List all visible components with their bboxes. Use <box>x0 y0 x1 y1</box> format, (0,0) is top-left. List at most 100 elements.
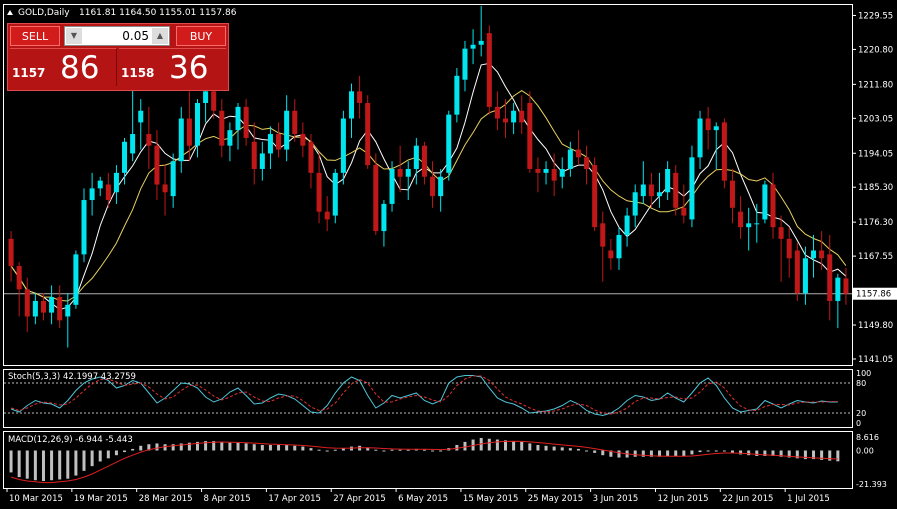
main-panel-border <box>3 4 853 366</box>
candle-body <box>502 118 509 123</box>
macd-histogram-bar <box>260 445 264 451</box>
candle-body <box>57 297 63 321</box>
candle-body <box>89 188 95 201</box>
candle <box>535 157 541 193</box>
lot-decrease-icon[interactable]: ▼ <box>66 28 82 44</box>
candle <box>559 157 565 189</box>
macd-histogram-bar <box>674 450 678 456</box>
candle-body <box>251 141 257 169</box>
candle-body <box>551 168 557 181</box>
candle <box>219 99 225 158</box>
macd-axis-label: 0.00 <box>856 446 874 455</box>
macd-histogram-bar <box>795 450 799 459</box>
stoch-label: Stoch(5,3,3) 42.1997 43.2759 <box>8 372 136 382</box>
candle-body <box>673 172 679 208</box>
candle-body <box>478 40 484 45</box>
macd-histogram-bar <box>82 450 86 471</box>
candle <box>73 250 79 309</box>
macd-histogram-bar <box>739 450 743 455</box>
candle-body <box>421 145 427 177</box>
candle-body <box>413 145 419 169</box>
sell-price-button[interactable]: 1157 86 <box>10 48 117 86</box>
macd-histogram-bar <box>236 442 240 451</box>
candle-body <box>511 110 517 123</box>
candle-body <box>397 168 403 177</box>
macd-histogram-bar <box>58 450 62 480</box>
ohlc-values: 1161.81 1164.50 1155.01 1157.86 <box>79 8 237 18</box>
candle-body <box>219 110 225 146</box>
candle <box>316 153 322 224</box>
candle <box>843 267 849 305</box>
buy-price-prefix: 1158 <box>121 66 155 80</box>
candle-body <box>340 118 346 173</box>
macd-histogram-bar <box>617 450 621 458</box>
sell-button[interactable]: SELL <box>10 26 60 46</box>
candle <box>786 227 792 278</box>
candle <box>430 161 436 208</box>
candle <box>713 122 719 169</box>
candle <box>365 95 371 169</box>
candle <box>259 141 265 181</box>
macd-signal-line <box>10 440 838 484</box>
time-tick-label: 10 Mar 2015 <box>9 494 63 504</box>
candle-body <box>754 223 760 225</box>
candle <box>551 153 557 197</box>
candle <box>138 99 144 150</box>
candle <box>300 122 306 158</box>
candle-body <box>276 134 282 150</box>
lot-size-input[interactable]: ▼ 0.05 ▲ <box>64 26 170 46</box>
buy-button[interactable]: BUY <box>176 26 226 46</box>
buy-price-button[interactable]: 1158 36 <box>119 48 226 86</box>
candle-body <box>65 304 71 317</box>
macd-histogram-bar <box>836 450 840 462</box>
candle <box>284 95 290 162</box>
candle <box>438 168 444 212</box>
macd-histogram-bar <box>576 448 580 451</box>
price-tick-label: 1185.30 <box>858 183 893 193</box>
collapse-triangle-icon[interactable] <box>7 10 13 15</box>
macd-histogram-bar <box>520 441 524 451</box>
candle <box>308 134 314 189</box>
candle <box>486 25 492 115</box>
macd-histogram-bar <box>17 450 21 478</box>
candle-body <box>584 157 590 169</box>
macd-histogram-bar <box>374 449 378 451</box>
candle <box>227 122 233 162</box>
candle-body <box>308 141 314 173</box>
time-tick-label: 15 May 2015 <box>463 494 518 504</box>
candle <box>340 110 346 185</box>
macd-histogram-bar <box>585 450 589 452</box>
macd-histogram-bar <box>706 450 710 452</box>
macd-histogram-bar <box>139 445 143 451</box>
candle <box>251 122 257 185</box>
macd-histogram-bar <box>593 450 597 453</box>
time-tick-label: 6 May 2015 <box>398 494 448 504</box>
candle-body <box>802 258 808 294</box>
macd-histogram-bar <box>763 450 767 456</box>
macd-histogram-bar <box>317 449 321 451</box>
candle-body <box>24 289 30 317</box>
macd-histogram-bar <box>228 442 232 451</box>
candle <box>97 176 103 197</box>
candle-body <box>405 168 411 177</box>
candlestick-series <box>8 5 849 348</box>
candle-body <box>567 149 573 169</box>
macd-histogram-bar <box>568 448 572 451</box>
candle-body <box>697 118 703 158</box>
candle <box>113 165 119 204</box>
candle <box>600 211 606 282</box>
lot-increase-icon[interactable]: ▲ <box>152 28 168 44</box>
candle <box>616 227 622 270</box>
candle-body <box>519 110 525 123</box>
macd-histogram-bar <box>544 445 548 451</box>
candle-body <box>575 149 581 158</box>
candle <box>511 102 517 135</box>
macd-histogram-bar <box>171 444 175 451</box>
macd-histogram-bar <box>366 447 370 451</box>
macd-histogram-bar <box>285 445 289 451</box>
candle-body <box>559 168 565 177</box>
candle-body <box>130 134 136 154</box>
stoch-panel-border <box>3 369 853 428</box>
lot-size-value[interactable]: 0.05 <box>122 29 149 43</box>
macd-histogram-bar <box>787 450 791 458</box>
